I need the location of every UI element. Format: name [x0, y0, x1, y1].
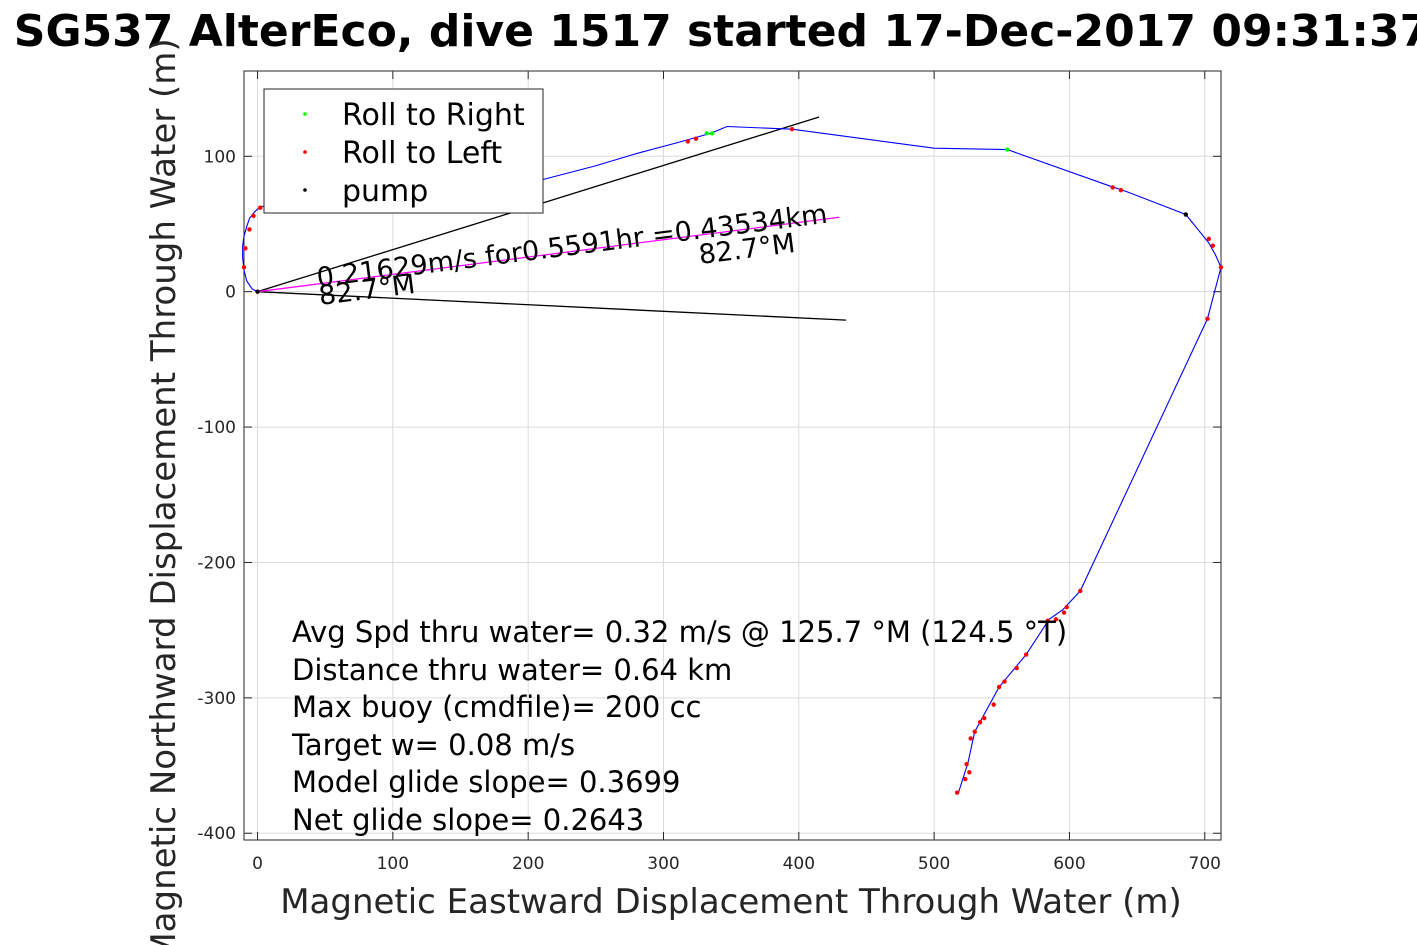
marker-series [241, 127, 1224, 795]
roll-left-point [954, 790, 960, 795]
stat-distance: Distance thru water= 0.64 km [292, 653, 732, 687]
roll-left-point [1061, 610, 1067, 615]
roll-left-point [1118, 187, 1124, 193]
chart-title: SG537 AlterEco, dive 1517 started 17-Dec… [14, 6, 1417, 57]
reference-line [257, 216, 840, 293]
roll-left-point [968, 736, 973, 741]
roll-left-point [685, 139, 691, 144]
stat-net-glide: Net glide slope= 0.2643 [292, 803, 644, 837]
y-axis-label-group: Magnetic Northward Displacement Through … [144, 38, 184, 945]
roll-left-point [1045, 618, 1050, 623]
roll-left-point [241, 265, 247, 270]
reference-line [257, 291, 847, 321]
roll-left-point [967, 770, 972, 775]
stat-avg-speed: Avg Spd thru water= 0.32 m/s @ 125.7 °M … [292, 615, 1067, 649]
stats-block: Avg Spd thru water= 0.32 m/s @ 125.7 °M … [291, 615, 1067, 837]
x-tick-label: 200 [512, 854, 544, 874]
roll-left-point [1218, 265, 1224, 270]
y-tick-label: -100 [197, 418, 236, 438]
legend-box [263, 88, 544, 214]
roll-left-point [258, 205, 263, 210]
stat-target-w: Target w= 0.08 m/s [291, 728, 575, 762]
roll-left-point [1064, 604, 1069, 610]
y-axis-ticks: -400 -300 -200 -100 0 100 [197, 147, 1221, 844]
pump-point [255, 289, 260, 294]
x-tick-label: 100 [377, 854, 409, 874]
y-tick-label: 0 [225, 283, 236, 303]
roll-left-point [996, 684, 1002, 690]
y-tick-label: 100 [204, 147, 236, 167]
roll-left-point [1053, 617, 1059, 622]
roll-left-point [1002, 679, 1007, 684]
x-tick-label: 600 [1053, 854, 1085, 874]
x-tick-label: 0 [252, 854, 263, 874]
roll-left-point [1078, 588, 1083, 594]
stat-model-glide: Model glide slope= 0.3699 [292, 765, 680, 799]
roll-left-point [247, 227, 252, 232]
legend-label-roll-right: Roll to Right [342, 98, 525, 133]
y-axis-label: Magnetic Northward Displacement Through … [144, 38, 184, 945]
legend-label-roll-left: Roll to Left [342, 136, 502, 171]
roll-left-point [977, 720, 983, 725]
x-axis-label: Magnetic Eastward Displacement Through W… [280, 882, 1182, 922]
roll-left-point [1110, 185, 1115, 190]
roll-left-point [1205, 316, 1210, 321]
x-tick-label: 500 [918, 854, 950, 874]
roll-left-point [963, 776, 968, 782]
roll-left-point [1023, 652, 1029, 657]
roll-left-point [243, 246, 248, 251]
legend-marker-pump [303, 188, 307, 192]
roll-left-point [964, 761, 969, 767]
y-tick-label: -400 [197, 824, 236, 844]
roll-left-point [693, 136, 699, 141]
x-tick-label: 400 [783, 854, 815, 874]
x-axis-ticks: 0 100 200 300 400 500 600 700 [252, 71, 1221, 874]
pump-point [1183, 212, 1189, 217]
legend: Roll to Right Roll to Left pump [263, 88, 544, 214]
y-tick-label: -200 [197, 553, 236, 573]
y-tick-label: -300 [197, 689, 236, 709]
stat-max-buoy: Max buoy (cmdfile)= 200 cc [292, 690, 701, 724]
roll-right-point [710, 131, 715, 136]
roll-right-point [1004, 147, 1010, 152]
x-tick-label: 300 [647, 854, 679, 874]
roll-left-point [991, 702, 996, 707]
x-tick-label: 700 [1189, 854, 1221, 874]
legend-marker-roll-left [303, 150, 307, 154]
legend-marker-roll-right [303, 112, 307, 116]
roll-left-point [981, 715, 987, 721]
roll-left-point [1206, 236, 1212, 242]
roll-left-point [1014, 665, 1019, 671]
roll-left-point [972, 729, 977, 734]
roll-right-point [704, 131, 709, 136]
roll-left-point [251, 213, 256, 219]
roll-left-point [789, 127, 795, 132]
roll-left-point [1210, 243, 1216, 248]
legend-label-pump: pump [342, 174, 428, 209]
